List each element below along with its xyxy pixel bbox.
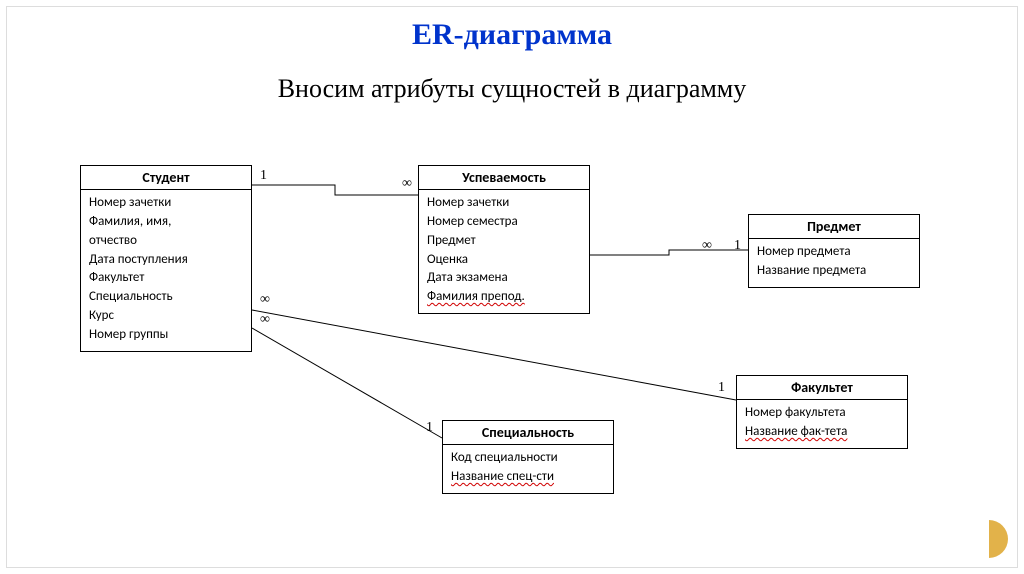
attr: Фамилия, имя, отчество	[89, 213, 243, 251]
page-title: ER-диаграмма	[0, 18, 1024, 52]
attr: Специальность	[89, 288, 243, 307]
entity-speciality-body: Код специальности Название спец-сти	[443, 445, 613, 493]
card-student-faculty-1: 1	[716, 380, 727, 396]
attr-squiggle: Название фак-тета	[745, 423, 899, 442]
attr: Дата экзамена	[427, 269, 581, 288]
card-student-speciality-inf: ∞	[258, 312, 272, 328]
attr: Курс	[89, 307, 243, 326]
card-student-speciality-1: 1	[424, 420, 435, 436]
entity-student-title: Студент	[81, 166, 251, 190]
attr: Название предмета	[757, 262, 911, 281]
entity-speciality: Специальность Код специальности Название…	[442, 420, 614, 494]
card-progress-subject-1: 1	[732, 238, 743, 254]
attr: Факультет	[89, 269, 243, 288]
entity-subject: Предмет Номер предмета Название предмета	[748, 214, 920, 288]
attr: Оценка	[427, 251, 581, 270]
attr: Номер семестра	[427, 213, 581, 232]
entity-faculty: Факультет Номер факультета Название фак-…	[736, 375, 908, 449]
entity-progress-title: Успеваемость	[419, 166, 589, 190]
attr: Номер зачетки	[89, 194, 243, 213]
entity-student: Студент Номер зачетки Фамилия, имя, отче…	[80, 165, 252, 352]
attr-squiggle: Фамилия препод.	[427, 288, 581, 307]
diagram-canvas: ER-диаграмма Вносим атрибуты сущностей в…	[0, 0, 1024, 574]
entity-progress: Успеваемость Номер зачетки Номер семестр…	[418, 165, 590, 314]
page-subtitle: Вносим атрибуты сущностей в диаграмму	[0, 74, 1024, 104]
entity-speciality-title: Специальность	[443, 421, 613, 445]
entity-progress-body: Номер зачетки Номер семестра Предмет Оце…	[419, 190, 589, 313]
attr-squiggle: Название спец-сти	[451, 468, 605, 487]
card-student-progress-inf: ∞	[400, 176, 414, 192]
attr: Предмет	[427, 232, 581, 251]
accent-icon	[970, 520, 1008, 558]
attr: Номер зачетки	[427, 194, 581, 213]
attr: Код специальности	[451, 449, 605, 468]
entity-faculty-body: Номер факультета Название фак-тета	[737, 400, 907, 448]
entity-subject-title: Предмет	[749, 215, 919, 239]
card-progress-subject-inf: ∞	[700, 238, 714, 254]
card-student-faculty-inf: ∞	[258, 292, 272, 308]
attr: Дата поступления	[89, 251, 243, 270]
attr: Номер группы	[89, 326, 243, 345]
entity-student-body: Номер зачетки Фамилия, имя, отчество Дат…	[81, 190, 251, 351]
card-student-progress-1: 1	[258, 168, 269, 184]
attr: Номер факультета	[745, 404, 899, 423]
attr: Номер предмета	[757, 243, 911, 262]
entity-subject-body: Номер предмета Название предмета	[749, 239, 919, 287]
entity-faculty-title: Факультет	[737, 376, 907, 400]
